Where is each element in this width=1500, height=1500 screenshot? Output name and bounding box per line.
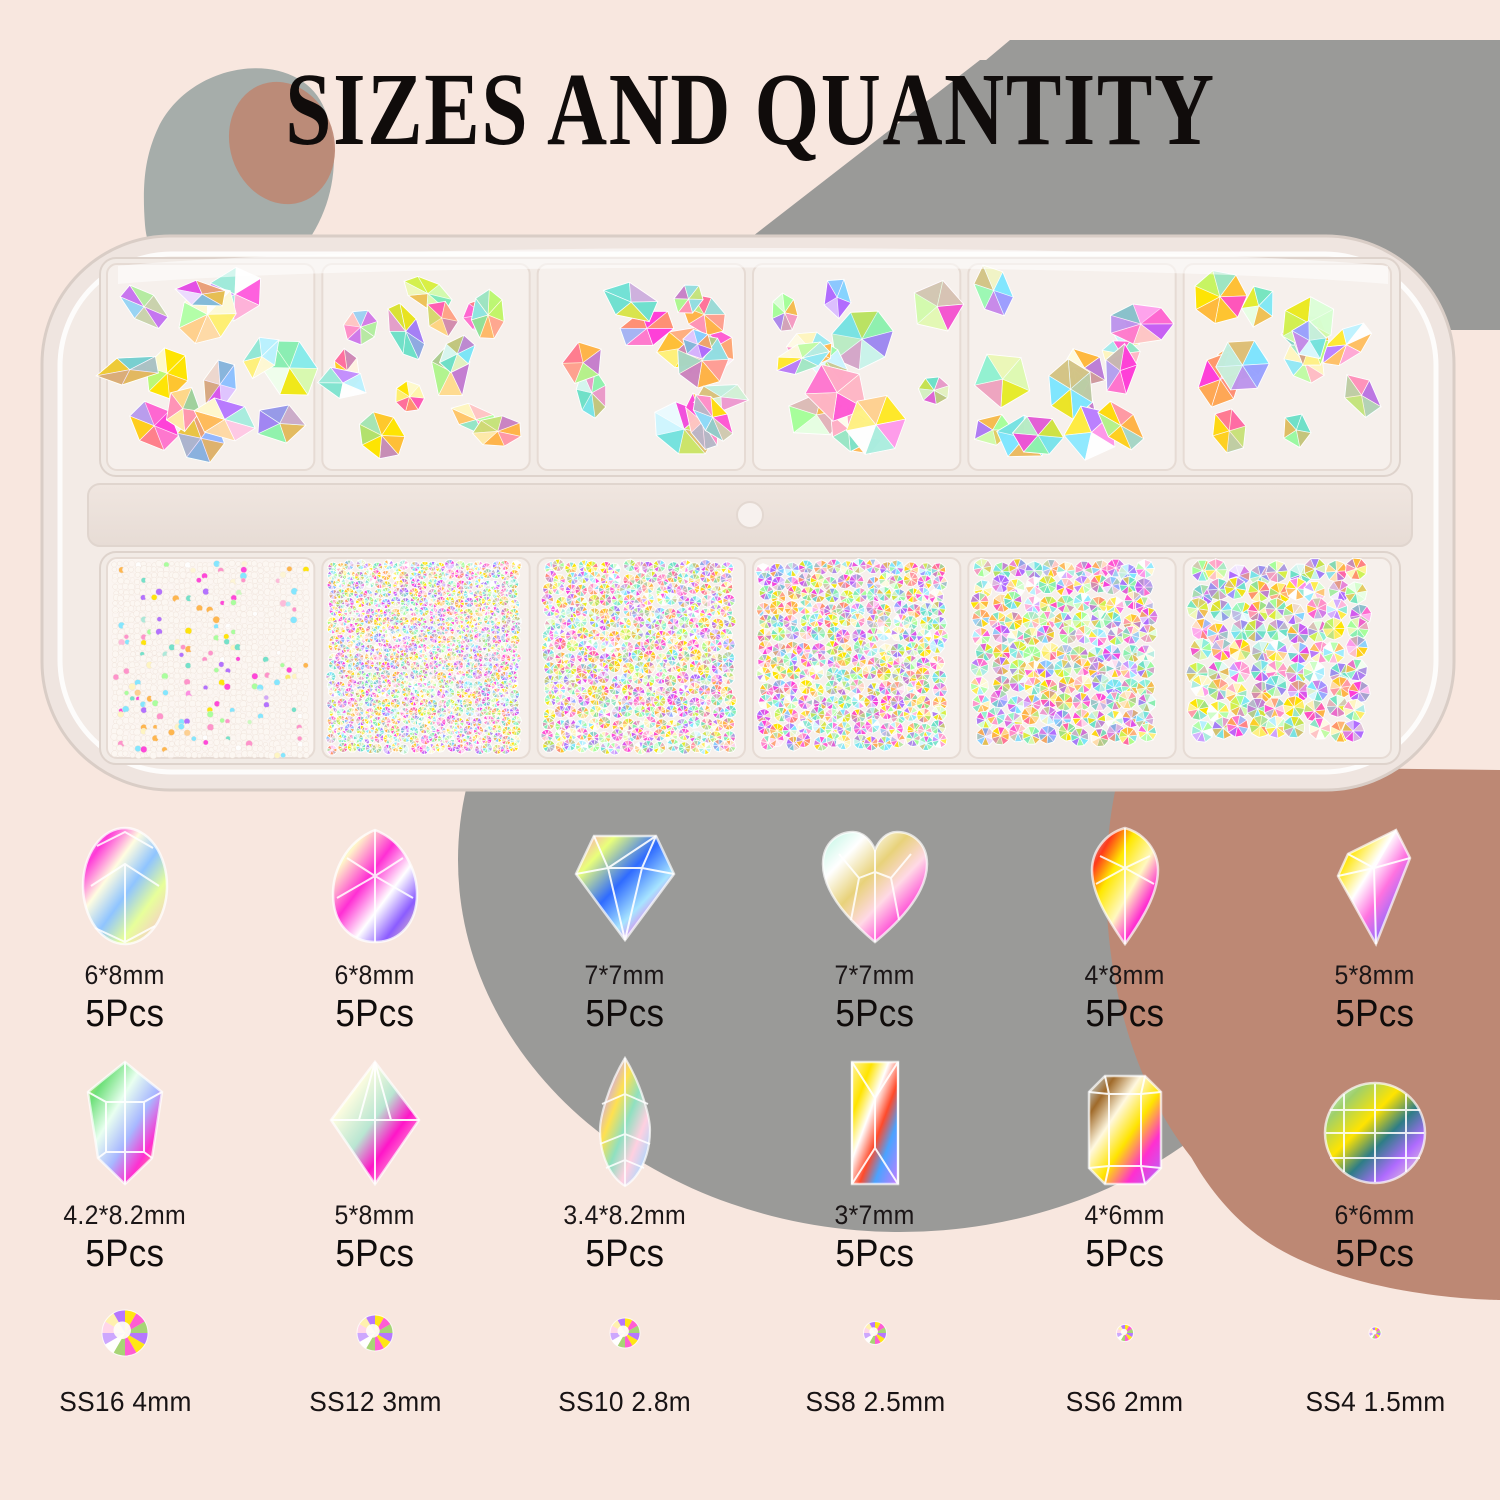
ss-size-label: SS10 2.8m — [559, 1386, 692, 1418]
gem-cell-rhombus[interactable]: 5*8mm 5Pcs — [250, 1058, 500, 1276]
ss-size-label: SS4 1.5mm — [1305, 1386, 1445, 1418]
case-top-row — [94, 258, 1400, 476]
gem-qty-label: 5Pcs — [336, 1233, 415, 1276]
gem-cell-oval[interactable]: 6*8mm 5Pcs — [0, 818, 250, 1036]
infographic-canvas: SIZES AND QUANTITY — [0, 0, 1500, 1500]
marquise-gem-icon — [594, 1058, 656, 1188]
gem-cell-teardrop[interactable]: 6*8mm 5Pcs — [250, 818, 500, 1036]
gem-qty-label: 5Pcs — [1336, 993, 1415, 1036]
ss-cell-ss12[interactable]: SS12 3mm — [250, 1294, 500, 1418]
gem-cell-heart[interactable]: 7*7mm 5Pcs — [750, 818, 1000, 1036]
baguette-gem-icon — [846, 1058, 904, 1188]
long-hexagon-gem-icon — [80, 1058, 170, 1188]
gem-qty-label: 5Pcs — [586, 1233, 665, 1276]
gem-cell-diamond[interactable]: 7*7mm 5Pcs — [500, 818, 750, 1036]
kite-gem-icon — [1332, 818, 1418, 948]
emerald-cut-gem-icon — [1085, 1058, 1165, 1188]
gem-cell-kite[interactable]: 5*8mm 5Pcs — [1250, 818, 1500, 1036]
gem-size-label: 7*7mm — [585, 960, 665, 991]
ss-size-label: SS8 2.5mm — [805, 1386, 945, 1418]
round-flatback-icon — [595, 1294, 655, 1372]
round-flatback-icon — [345, 1294, 405, 1372]
gem-size-label: 4*6mm — [1085, 1200, 1165, 1231]
gem-qty-label: 5Pcs — [1336, 1233, 1415, 1276]
gem-cell-long-hexagon[interactable]: 4.2*8.2mm 5Pcs — [0, 1058, 250, 1276]
gem-size-label: 7*7mm — [835, 960, 915, 991]
rhinestone-storage-case — [38, 232, 1458, 794]
gem-qty-label: 5Pcs — [86, 993, 165, 1036]
ss-size-label: SS12 3mm — [309, 1386, 441, 1418]
diamond-gem-icon — [570, 818, 680, 948]
round-gem-icon — [1322, 1058, 1428, 1188]
ss-size-label: SS16 4mm — [59, 1386, 191, 1418]
ss-cell-ss16[interactable]: SS16 4mm — [0, 1294, 250, 1418]
ss-size-label: SS6 2mm — [1066, 1386, 1184, 1418]
gem-qty-label: 5Pcs — [836, 993, 915, 1036]
gem-size-label: 3.4*8.2mm — [564, 1200, 687, 1231]
ss-cell-ss4[interactable]: SS4 1.5mm — [1250, 1294, 1500, 1418]
gem-size-label: 3*7mm — [835, 1200, 915, 1231]
fancy-row-2: 4.2*8.2mm 5Pcs — [0, 1058, 1500, 1276]
drop-gem-icon — [1086, 818, 1164, 948]
oval-gem-icon — [77, 818, 173, 948]
teardrop-gem-icon — [327, 818, 423, 948]
gem-size-label: 6*8mm — [85, 960, 165, 991]
gem-cell-emerald-cut[interactable]: 4*6mm 5Pcs — [1000, 1058, 1250, 1276]
gem-size-label: 4.2*8.2mm — [64, 1200, 187, 1231]
gem-size-label: 5*8mm — [335, 1200, 415, 1231]
page-title-wrap: SIZES AND QUANTITY — [0, 58, 1500, 162]
gem-size-label: 4*8mm — [1085, 960, 1165, 991]
gem-size-label: 6*8mm — [335, 960, 415, 991]
case-bottom-row — [100, 552, 1400, 764]
gem-cell-marquise[interactable]: 3.4*8.2mm 5Pcs — [500, 1058, 750, 1276]
ss-cell-ss10[interactable]: SS10 2.8m — [500, 1294, 750, 1418]
gem-qty-label: 5Pcs — [1086, 993, 1165, 1036]
round-flatback-icon — [1345, 1294, 1405, 1372]
case-latch — [737, 502, 763, 528]
ss-cell-ss6[interactable]: SS6 2mm — [1000, 1294, 1250, 1418]
gem-size-label: 5*8mm — [1335, 960, 1415, 991]
heart-gem-icon — [819, 818, 931, 948]
gem-qty-label: 5Pcs — [586, 993, 665, 1036]
rhombus-gem-icon — [325, 1058, 425, 1188]
gem-qty-label: 5Pcs — [86, 1233, 165, 1276]
gem-qty-label: 5Pcs — [336, 993, 415, 1036]
gem-cell-baguette[interactable]: 3*7mm 5Pcs — [750, 1058, 1000, 1276]
gem-qty-label: 5Pcs — [1086, 1233, 1165, 1276]
round-flatback-icon — [95, 1294, 155, 1372]
fancy-row-1: 6*8mm 5Pcs — [0, 818, 1500, 1036]
gem-cell-round[interactable]: 6*6mm 5Pcs — [1250, 1058, 1500, 1276]
gem-qty-label: 5Pcs — [836, 1233, 915, 1276]
round-flatback-icon — [1095, 1294, 1155, 1372]
round-flatback-icon — [845, 1294, 905, 1372]
page-title: SIZES AND QUANTITY — [285, 58, 1215, 162]
gem-size-label: 6*6mm — [1335, 1200, 1415, 1231]
gem-cell-drop[interactable]: 4*8mm 5Pcs — [1000, 818, 1250, 1036]
gem-size-grid: 6*8mm 5Pcs — [0, 818, 1500, 1418]
ss-cell-ss8[interactable]: SS8 2.5mm — [750, 1294, 1000, 1418]
round-row: SS16 4mm SS12 3mm SS10 2.8m SS8 2.5mm — [0, 1294, 1500, 1418]
